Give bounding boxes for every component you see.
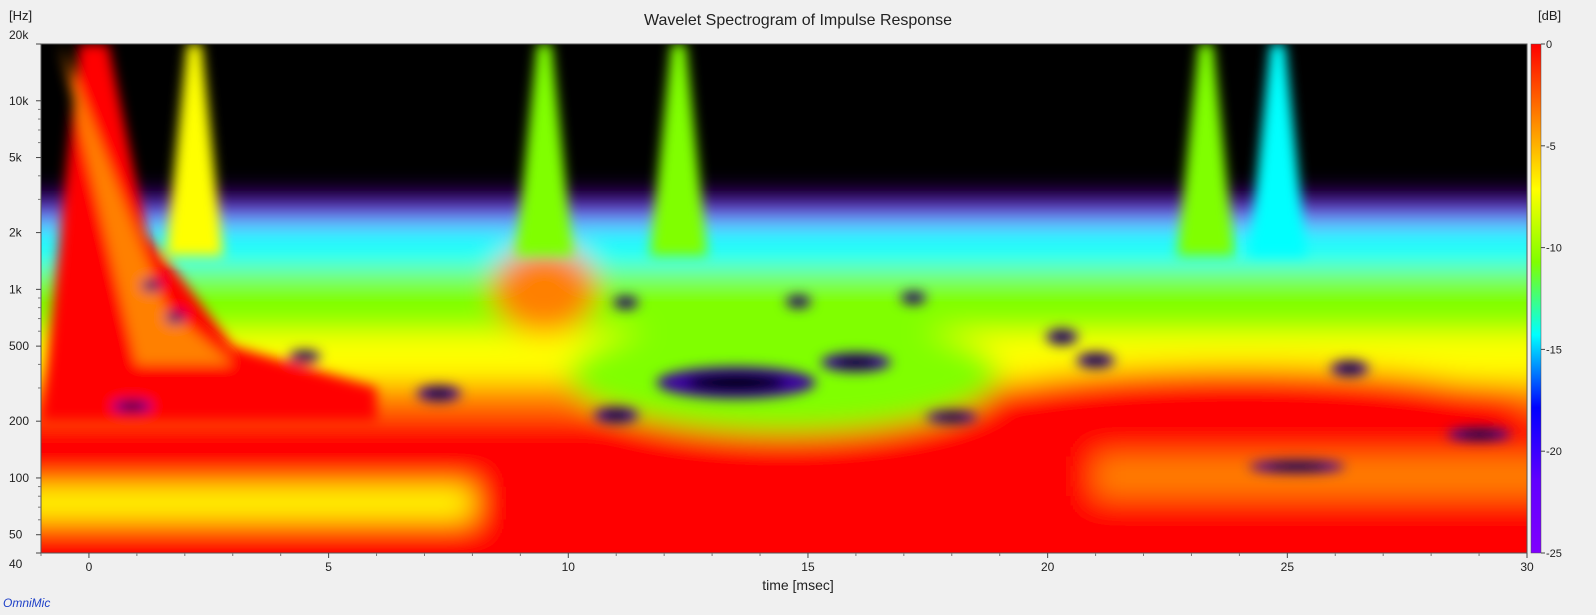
colorbar-tick-label: -10 — [1546, 243, 1562, 255]
y-tick-label: 2k — [9, 226, 23, 240]
x-tick-label: 10 — [562, 560, 576, 574]
colorbar-tick-label: 0 — [1546, 39, 1552, 51]
colorbar — [1530, 43, 1542, 554]
null-hole — [1266, 462, 1327, 471]
y-tick-label: 20k — [9, 28, 29, 42]
y-tick-label: 10k — [9, 94, 29, 108]
null-hole — [602, 410, 631, 421]
reflection-streak — [649, 44, 708, 257]
y-tick-label: 200 — [9, 414, 29, 428]
x-tick-label: 25 — [1281, 560, 1295, 574]
chart-title: Wavelet Spectrogram of Impulse Response — [644, 12, 952, 29]
reflection-streak — [515, 44, 574, 257]
colorbar-tick-label: -25 — [1546, 548, 1562, 560]
null-hole — [935, 413, 968, 422]
null-hole — [833, 356, 878, 369]
y-axis-unit: [Hz] — [9, 8, 33, 23]
y-tick-label: 100 — [9, 471, 29, 485]
null-hole — [145, 281, 158, 290]
impulse-spike — [41, 44, 377, 422]
colorbar-tick-label: -20 — [1546, 446, 1562, 458]
late-red-blob — [951, 367, 1527, 452]
mid-orange-blob — [491, 245, 598, 334]
x-tick-label: 20 — [1041, 560, 1055, 574]
plot-area — [41, 44, 1527, 553]
null-hole — [790, 297, 807, 306]
reflection-streak — [1248, 44, 1307, 257]
plot-frame — [40, 43, 1528, 554]
null-hole — [424, 388, 453, 399]
null-hole — [905, 293, 922, 302]
null-hole — [169, 313, 182, 322]
null-hole — [294, 352, 315, 361]
reflection-streak — [1177, 44, 1235, 257]
null-hole — [1337, 363, 1362, 374]
null-hole — [120, 402, 145, 411]
x-tick-label: 30 — [1520, 560, 1534, 574]
y-tick-label: 500 — [9, 339, 29, 353]
y-tick-label: 50 — [9, 528, 23, 542]
low-yellow-streak — [41, 486, 473, 520]
null-hole — [1083, 355, 1108, 366]
x-axis-label: time [msec] — [762, 577, 834, 593]
y-tick-label: 40 — [9, 557, 23, 571]
brand-label: OmniMic — [3, 596, 51, 610]
null-hole — [617, 298, 634, 307]
colorbar-tick-label: -15 — [1546, 344, 1562, 356]
y-tick-label: 5k — [9, 151, 23, 165]
colorbar-tick-label: -5 — [1546, 141, 1556, 153]
x-tick-label: 5 — [325, 560, 332, 574]
null-hole — [1052, 331, 1073, 342]
x-tick-label: 0 — [86, 560, 93, 574]
y-tick-label: 1k — [9, 282, 23, 296]
impulse-halo — [60, 44, 233, 365]
x-tick-label: 15 — [801, 560, 815, 574]
null-hole — [1459, 430, 1500, 439]
reflection-streak — [165, 44, 224, 257]
null-hole — [686, 372, 787, 393]
colorbar-unit: [dB] — [1538, 8, 1562, 23]
